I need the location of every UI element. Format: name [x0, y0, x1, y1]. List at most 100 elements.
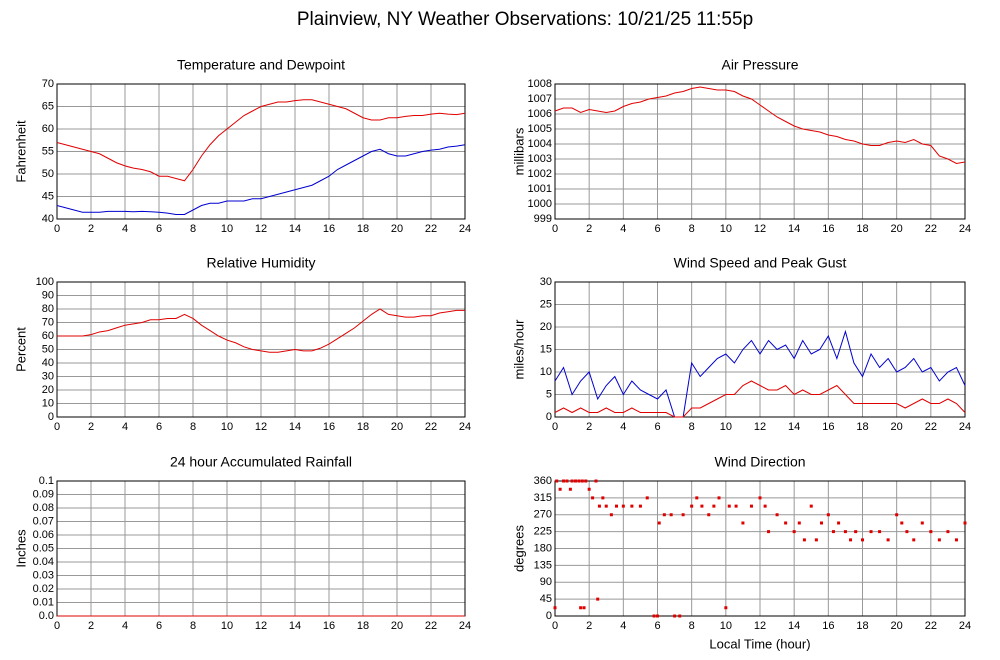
data-line [56, 99, 466, 182]
x-tick-label: 22 [425, 421, 437, 433]
y-tick-label: 20 [540, 321, 552, 333]
x-tick-label: 6 [654, 223, 660, 235]
data-point [562, 479, 566, 483]
x-tick-label: 0 [552, 421, 558, 433]
x-tick-label: 4 [122, 620, 128, 632]
chart-title: 24 hour Accumulated Rainfall [170, 454, 352, 470]
y-tick-label: 70 [42, 316, 54, 328]
data-point [861, 538, 864, 542]
y-tick-label: 1003 [528, 153, 552, 165]
data-point [681, 513, 685, 517]
x-tick-label: 16 [822, 421, 834, 433]
chart-panel: Air Pressuremillibars9991000100110021003… [511, 57, 971, 235]
data-point [854, 530, 858, 534]
data-point [609, 513, 613, 517]
y-tick-label: 45 [540, 593, 552, 605]
x-tick-label: 14 [788, 223, 800, 235]
y-tick-label: 0.03 [33, 569, 54, 581]
data-line [554, 86, 966, 165]
data-point [645, 496, 649, 500]
x-tick-label: 20 [391, 223, 403, 235]
plot-frame [554, 281, 966, 418]
x-axis-label: Local Time (hour) [709, 636, 810, 651]
x-tick-label: 20 [391, 620, 403, 632]
y-tick-label: 15 [540, 343, 552, 355]
y-tick-label: 315 [534, 492, 552, 504]
data-point [621, 504, 625, 508]
data-point [784, 521, 788, 525]
x-tick-label: 24 [959, 223, 971, 235]
y-tick-label: 50 [42, 343, 54, 355]
y-tick-label: 30 [42, 370, 54, 382]
x-tick-label: 24 [459, 620, 471, 632]
y-tick-label: 45 [42, 190, 54, 202]
data-line [57, 308, 465, 353]
y-tick-label: 80 [42, 303, 54, 315]
data-point [707, 513, 711, 517]
x-tick-label: 4 [122, 223, 128, 235]
x-tick-label: 20 [891, 421, 903, 433]
y-tick-label: 1008 [528, 78, 552, 90]
y-tick-label: 0.04 [33, 556, 54, 568]
y-tick-label: 90 [540, 576, 552, 588]
data-point [597, 504, 601, 508]
data-point [809, 504, 813, 508]
y-axis-label: Fahrenheit [13, 120, 28, 183]
data-point [717, 496, 721, 500]
data-point [601, 496, 605, 500]
chart-title: Wind Speed and Peak Gust [674, 255, 847, 271]
x-tick-label: 12 [255, 223, 267, 235]
x-tick-label: 0 [552, 620, 558, 632]
data-point [604, 504, 608, 508]
y-tick-label: 225 [534, 526, 552, 538]
data-point [690, 504, 694, 508]
data-point [724, 606, 728, 610]
x-tick-label: 10 [221, 620, 233, 632]
x-tick-label: 24 [959, 421, 971, 433]
plot-frame [554, 480, 966, 617]
plot-frame [56, 83, 466, 220]
x-tick-label: 2 [586, 223, 592, 235]
y-tick-label: 100 [36, 276, 54, 288]
x-tick-label: 4 [620, 620, 626, 632]
data-point [673, 614, 677, 618]
y-tick-label: 25 [540, 298, 552, 310]
data-point [587, 487, 591, 491]
y-tick-label: 5 [546, 388, 552, 400]
x-tick-label: 8 [689, 223, 695, 235]
chart-title: Temperature and Dewpoint [177, 57, 345, 73]
y-axis-label: Inches [13, 529, 28, 568]
chart-title: Relative Humidity [207, 255, 316, 271]
x-tick-label: 0 [54, 620, 60, 632]
x-tick-label: 6 [156, 421, 162, 433]
data-point [929, 530, 933, 534]
x-tick-label: 22 [925, 421, 937, 433]
y-tick-label: 0.06 [33, 529, 54, 541]
data-line [56, 144, 466, 215]
data-point [695, 496, 699, 500]
data-point [678, 614, 682, 618]
x-tick-label: 18 [357, 620, 369, 632]
data-point [568, 487, 572, 491]
y-tick-label: 0 [546, 411, 552, 423]
data-point [582, 606, 586, 610]
x-tick-label: 10 [720, 421, 732, 433]
x-tick-label: 12 [255, 620, 267, 632]
chart-panel: Relative HumidityPercent0102030405060708… [13, 255, 471, 433]
y-tick-label: 20 [42, 384, 54, 396]
data-point [905, 530, 909, 534]
x-tick-label: 22 [925, 223, 937, 235]
y-tick-label: 70 [42, 78, 54, 90]
y-tick-label: 0.0 [39, 610, 54, 622]
chart-panel: Temperature and DewpointFahrenheit404550… [13, 57, 471, 235]
x-tick-label: 2 [88, 421, 94, 433]
x-tick-label: 12 [754, 620, 766, 632]
x-tick-label: 12 [255, 421, 267, 433]
data-point [565, 479, 569, 483]
x-tick-label: 14 [289, 223, 301, 235]
chart-panel: Wind Speed and Peak Gust miles/hour 0 5 10 15… [511, 255, 971, 433]
chart-panel: 24 hour Accumulated Rainfall Inches 0.0 0.0… [13, 454, 471, 632]
data-point [596, 597, 600, 601]
data-point [946, 530, 950, 534]
